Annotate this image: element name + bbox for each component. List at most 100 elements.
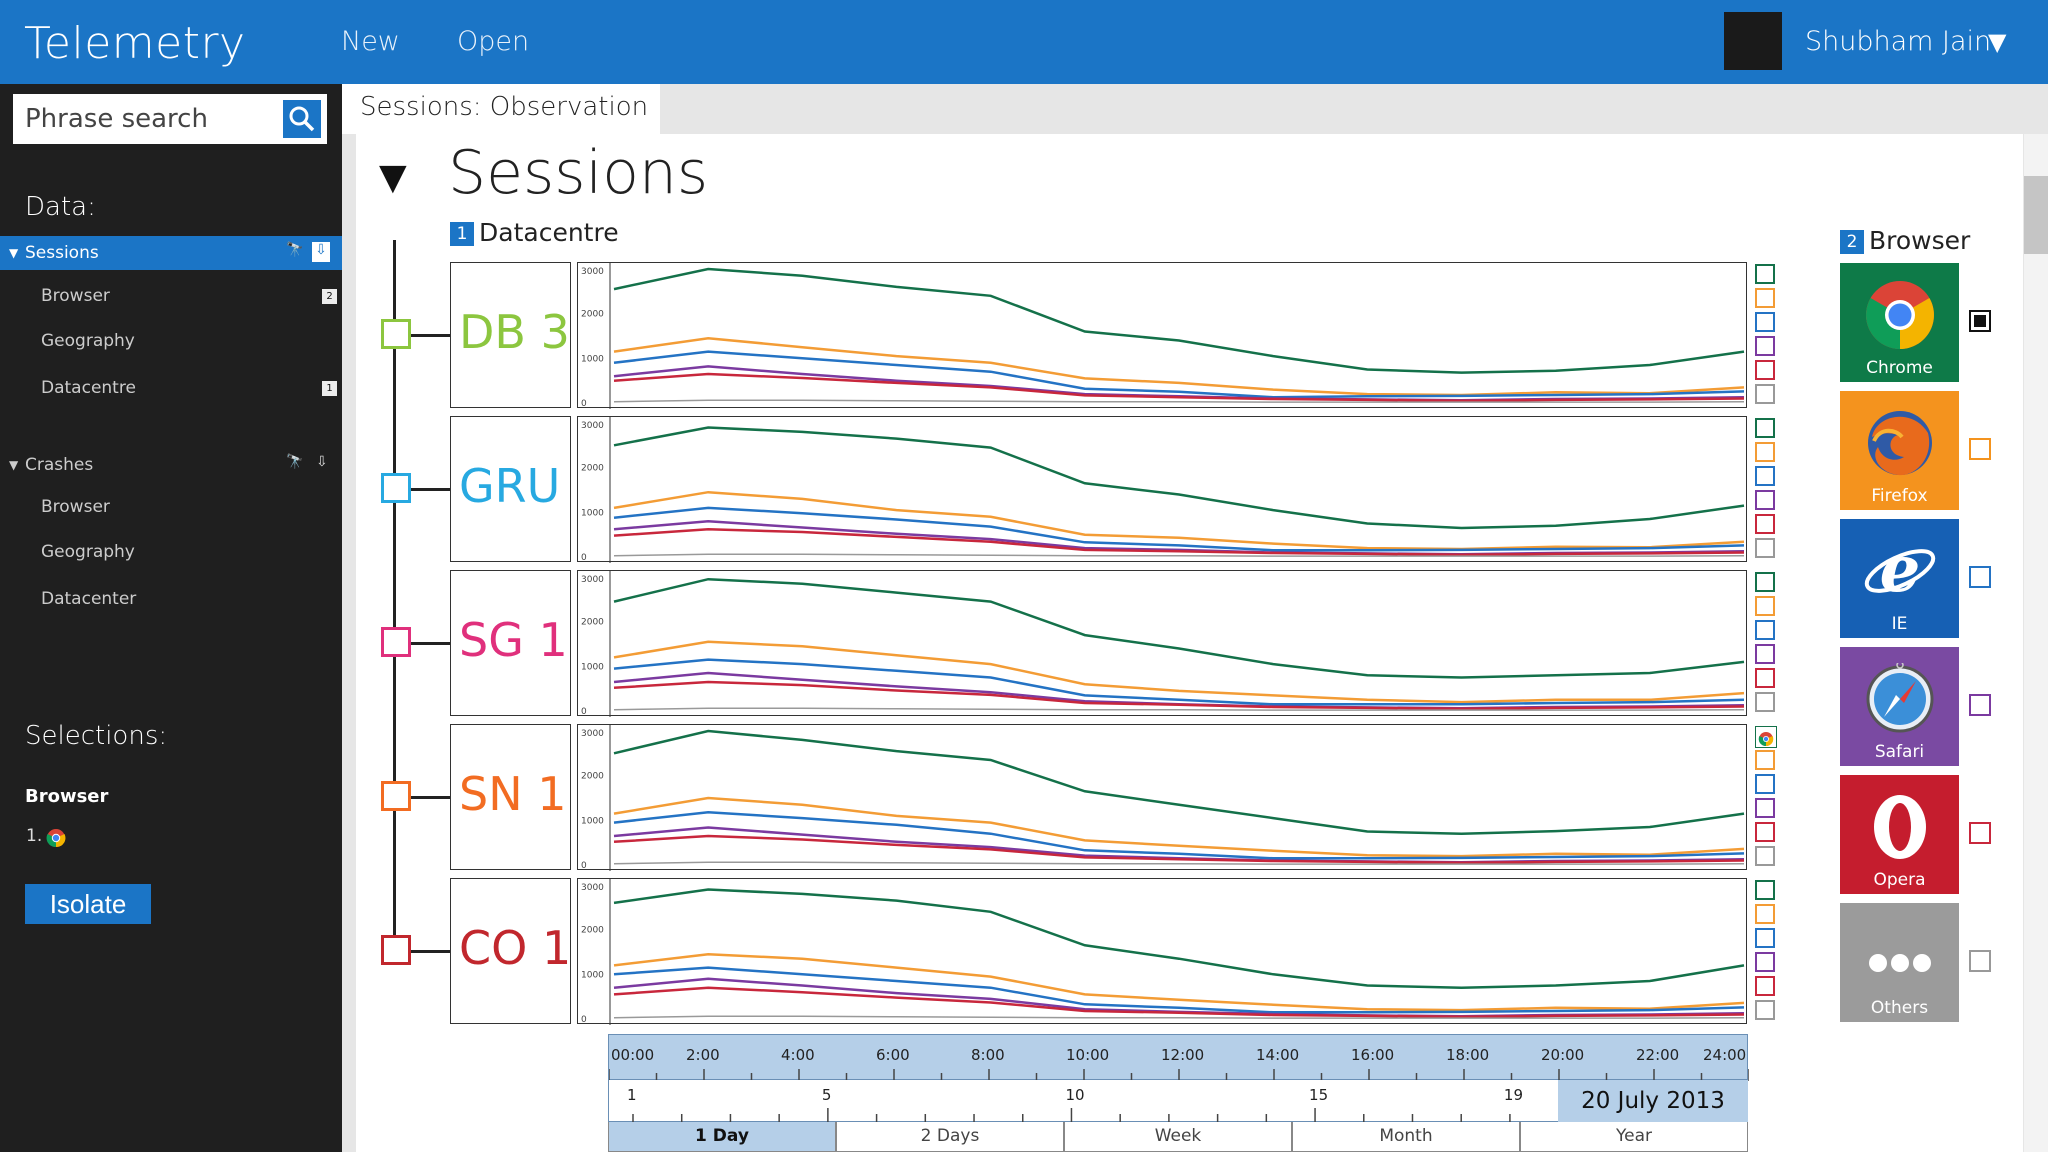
series-legend-checkbox[interactable] xyxy=(1755,668,1775,688)
series-legend-checkbox[interactable] xyxy=(1755,846,1775,866)
sidebar-item-datacentre[interactable]: Datacentre xyxy=(41,378,136,398)
chrome-icon[interactable] xyxy=(1755,726,1777,748)
browser-checkbox-safari[interactable] xyxy=(1969,694,1991,716)
tree-group-sessions[interactable]: ▼ Sessions 🔭 ⇩ xyxy=(0,236,342,270)
series-line xyxy=(613,336,1745,397)
sessions-line-chart[interactable]: 3000 2000 1000 0 xyxy=(577,570,1747,717)
browser-tile-chrome[interactable]: Chrome xyxy=(1840,263,1959,382)
series-legend-checkbox[interactable] xyxy=(1755,336,1775,356)
caret-down-icon[interactable]: ▼ xyxy=(1988,28,2007,56)
sidebar-item-crash-geography[interactable]: Geography xyxy=(41,542,135,562)
series-legend-checkbox[interactable] xyxy=(1755,798,1775,818)
series-legend-checkbox[interactable] xyxy=(1755,514,1775,534)
sidebar-item-crash-browser[interactable]: Browser xyxy=(41,497,110,517)
series-legend-checkbox[interactable] xyxy=(1755,976,1775,996)
sidebar-item-geography[interactable]: Geography xyxy=(41,331,135,351)
browser-tile-firefox[interactable]: Firefox xyxy=(1840,391,1959,510)
day-label: 15 xyxy=(1309,1086,1329,1104)
search-button[interactable] xyxy=(283,100,321,138)
datacentre-node-checkbox[interactable] xyxy=(381,781,411,811)
series-legend-checkbox[interactable] xyxy=(1755,644,1775,664)
sessions-line-chart[interactable]: 3000 2000 1000 0 xyxy=(577,416,1747,563)
series-legend-checkbox[interactable] xyxy=(1755,822,1775,842)
series-legend-checkbox[interactable] xyxy=(1755,418,1775,438)
series-legend-checkbox[interactable] xyxy=(1755,620,1775,640)
datacentre-node-checkbox[interactable] xyxy=(381,627,411,657)
datacentre-node-checkbox[interactable] xyxy=(381,473,411,503)
collapse-triangle-icon[interactable]: ▼ xyxy=(379,157,407,198)
series-legend-checkbox[interactable] xyxy=(1755,904,1775,924)
chrome-icon[interactable] xyxy=(46,828,66,848)
range-tab-week[interactable]: Week xyxy=(1064,1122,1292,1152)
sidebar-item-browser[interactable]: Browser xyxy=(41,286,110,306)
browser-tile-others[interactable]: Others xyxy=(1840,903,1959,1022)
expand-triangle-icon[interactable]: ▼ xyxy=(9,458,19,472)
sessions-line-chart[interactable]: 3000 2000 1000 0 xyxy=(577,262,1747,409)
series-line xyxy=(613,796,1745,858)
range-tab-year[interactable]: Year xyxy=(1520,1122,1748,1152)
series-legend-checkbox[interactable] xyxy=(1755,880,1775,900)
datacentre-label-box[interactable]: DB 3 xyxy=(450,262,571,408)
open-menu[interactable]: Open xyxy=(457,26,530,57)
tree-group-crashes[interactable]: ▼ Crashes 🔭 ⇩ xyxy=(0,448,342,482)
scrollbar[interactable] xyxy=(2024,134,2048,1152)
binoculars-icon[interactable]: 🔭 xyxy=(286,242,304,258)
series-legend-checkbox[interactable] xyxy=(1755,538,1775,558)
series-legend-checkbox[interactable] xyxy=(1755,466,1775,486)
browser-tile-ie[interactable]: e IE xyxy=(1840,519,1959,638)
series-line xyxy=(613,372,1745,403)
datacentre-label-box[interactable]: GRU xyxy=(450,416,571,562)
avatar[interactable] xyxy=(1724,12,1782,70)
series-legend-checkbox[interactable] xyxy=(1755,490,1775,510)
datacentre-node-checkbox[interactable] xyxy=(381,935,411,965)
browser-checkbox-chrome[interactable] xyxy=(1969,310,1991,332)
sessions-line-chart[interactable]: 3000 2000 1000 0 xyxy=(577,724,1747,871)
selected-date[interactable]: 20 July 2013 xyxy=(1558,1080,1748,1122)
timeline-hours-bar[interactable]: 00:00 2:00 4:00 6:00 8:00 10:00 12:00 14:00 16:0… xyxy=(608,1034,1749,1081)
datacentre-label-box[interactable]: SG 1 xyxy=(450,570,571,716)
series-legend-checkbox[interactable] xyxy=(1755,928,1775,948)
series-legend-checkbox[interactable] xyxy=(1755,442,1775,462)
datacentre-node-checkbox[interactable] xyxy=(381,319,411,349)
timeline: 00:00 2:00 4:00 6:00 8:00 10:00 12:00 14:00 16:0… xyxy=(608,1034,1749,1152)
series-legend-checkbox[interactable] xyxy=(1755,264,1775,284)
datacentre-label-box[interactable]: SN 1 xyxy=(450,724,571,870)
series-line xyxy=(613,952,1745,1012)
series-legend-checkbox[interactable] xyxy=(1755,774,1775,794)
user-name[interactable]: Shubham Jain xyxy=(1805,26,1992,57)
expand-triangle-icon[interactable]: ▼ xyxy=(9,246,19,260)
series-legend-checkbox[interactable] xyxy=(1755,952,1775,972)
series-legend-checkbox[interactable] xyxy=(1755,384,1775,404)
pin-icon[interactable]: ⇩ xyxy=(312,242,330,262)
series-legend-checkbox[interactable] xyxy=(1755,1000,1775,1020)
browser-tile-opera[interactable]: Opera xyxy=(1840,775,1959,894)
series-legend-checkbox[interactable] xyxy=(1755,572,1775,592)
tab-sessions-observation[interactable]: Sessions: Observation xyxy=(342,84,660,134)
datacentre-label: SN 1 xyxy=(459,767,567,821)
browser-checkbox-opera[interactable] xyxy=(1969,822,1991,844)
browser-checkbox-firefox[interactable] xyxy=(1969,438,1991,460)
sidebar-item-crash-datacenter[interactable]: Datacenter xyxy=(41,589,137,609)
browser-checkbox-others[interactable] xyxy=(1969,950,1991,972)
series-legend-checkbox[interactable] xyxy=(1755,288,1775,308)
range-tab-2-days[interactable]: 2 Days xyxy=(836,1122,1064,1152)
pin-icon[interactable]: ⇩ xyxy=(316,454,328,470)
series-legend-checkbox[interactable] xyxy=(1755,692,1775,712)
series-legend-checkbox[interactable] xyxy=(1755,596,1775,616)
browser-tile-safari[interactable]: Safari xyxy=(1840,647,1959,766)
isolate-button[interactable]: Isolate xyxy=(25,884,151,924)
new-menu[interactable]: New xyxy=(341,26,400,57)
range-tab-1-day[interactable]: 1 Day xyxy=(608,1122,836,1152)
binoculars-icon[interactable]: 🔭 xyxy=(286,454,304,470)
series-legend-checkbox[interactable] xyxy=(1755,312,1775,332)
search-input[interactable] xyxy=(13,94,281,144)
scrollbar-thumb[interactable] xyxy=(2024,176,2048,254)
series-legend-checkbox[interactable] xyxy=(1755,750,1775,770)
sessions-line-chart[interactable]: 3000 2000 1000 0 xyxy=(577,878,1747,1025)
range-tab-month[interactable]: Month xyxy=(1292,1122,1520,1152)
browser-checkbox-ie[interactable] xyxy=(1969,566,1991,588)
top-bar: Telemetry New Open Shubham Jain ▼ xyxy=(0,0,2048,84)
datacentre-label-box[interactable]: CO 1 xyxy=(450,878,571,1024)
series-legend-checkbox[interactable] xyxy=(1755,360,1775,380)
